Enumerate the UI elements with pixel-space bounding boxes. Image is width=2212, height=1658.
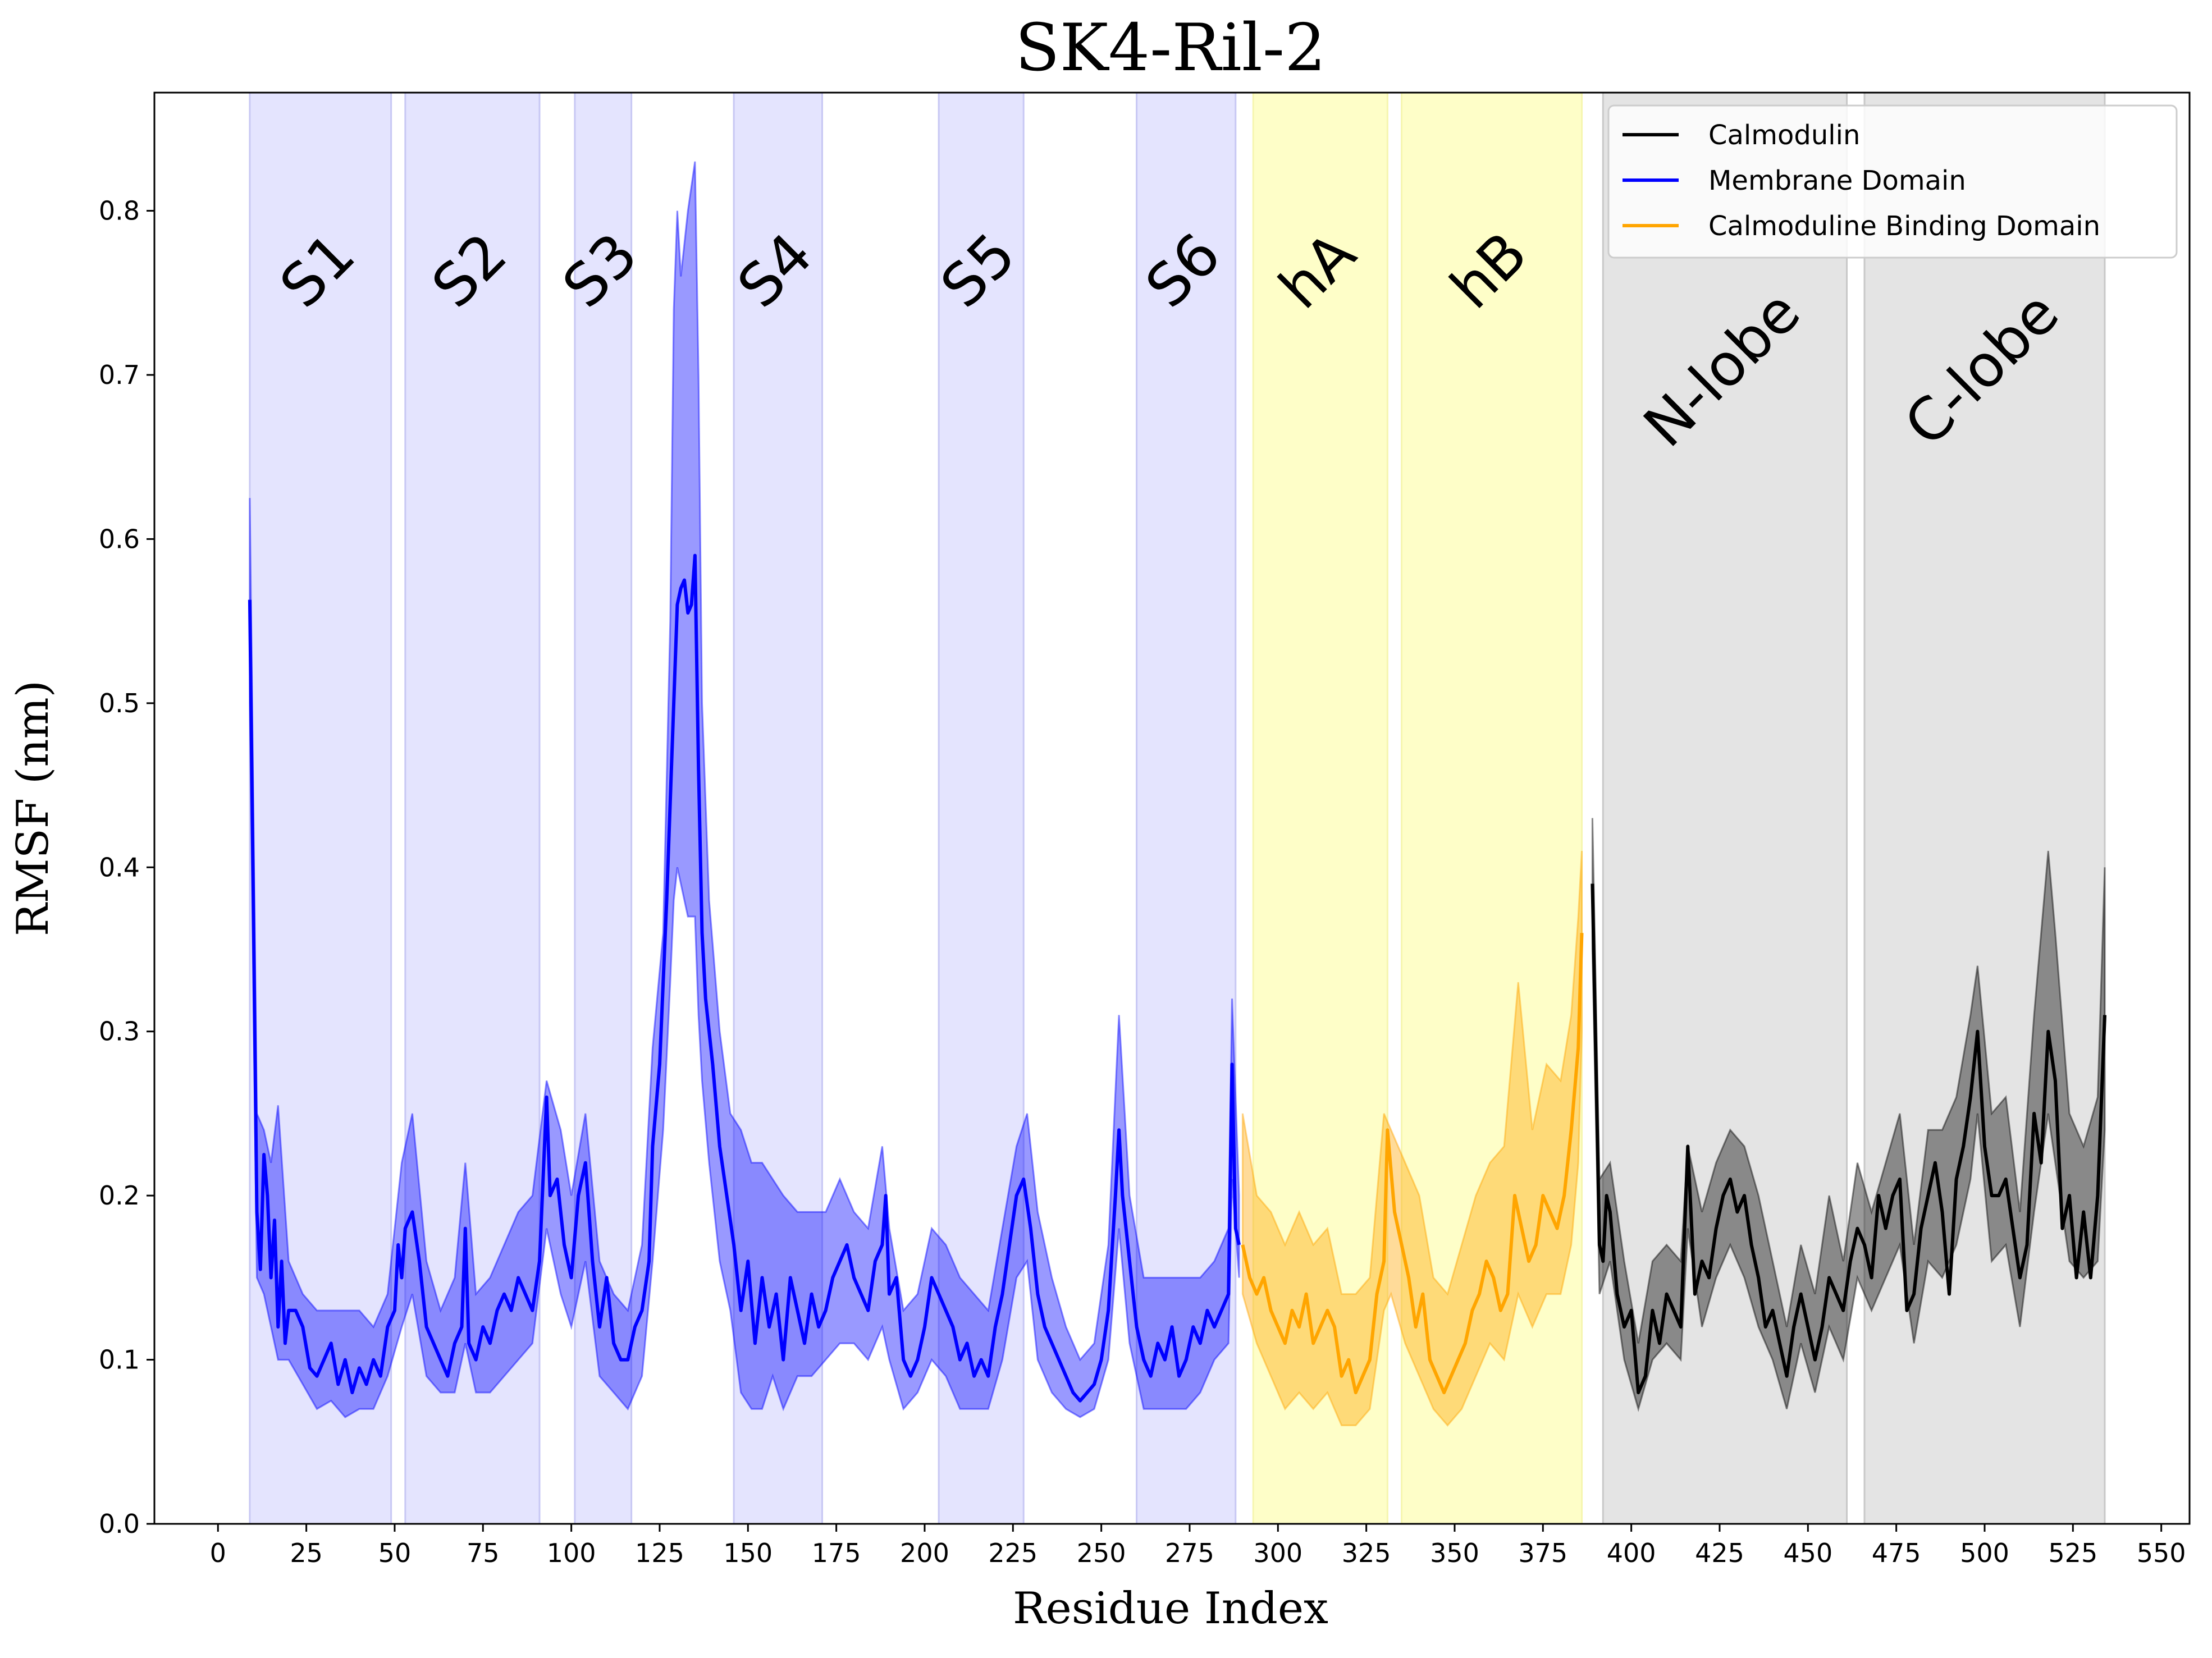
band-calmodulin	[1591, 818, 2106, 1412]
x-axis-ticks: 0 25 50 75 100 125 150 175 200 225 250 275 300 325 350…	[210, 1524, 2186, 1568]
line-calmodulin	[1591, 883, 2106, 1395]
x-tick-label: 125	[635, 1538, 684, 1568]
y-tick-label: 0.8	[99, 196, 140, 226]
legend-label-calmoduline-binding-domain: Calmoduline Binding Domain	[1708, 210, 2100, 242]
series-bands	[249, 161, 2106, 1427]
region-band-n-lobe	[1602, 91, 1848, 1525]
x-tick-label: 500	[1960, 1538, 2009, 1568]
y-axis-ticks: 0.0 0.1 0.2 0.3 0.4 0.5 0.6 0.7 0.8	[99, 196, 154, 1539]
y-tick-label: 0.2	[99, 1180, 140, 1211]
legend-label-membrane-domain: Membrane Domain	[1708, 165, 1966, 196]
x-tick-label: 325	[1342, 1538, 1391, 1568]
x-tick-label: 475	[1872, 1538, 1921, 1568]
series-lines	[248, 553, 2106, 1403]
band-membrane-domain	[249, 161, 1240, 1418]
line-calmoduline-binding-domain	[1241, 933, 1584, 1395]
x-tick-label: 350	[1430, 1538, 1479, 1568]
region-band-ha	[1252, 91, 1388, 1525]
legend-box	[1607, 104, 2178, 259]
x-tick-label: 400	[1607, 1538, 1656, 1568]
x-tick-label: 150	[723, 1538, 773, 1568]
band-calmoduline-binding-domain	[1241, 850, 1583, 1427]
region-band-hb	[1401, 91, 1583, 1525]
y-tick-label: 0.0	[99, 1509, 140, 1539]
x-tick-label: 300	[1253, 1538, 1302, 1568]
line-membrane-domain	[248, 553, 1241, 1403]
x-tick-label: 275	[1165, 1538, 1214, 1568]
x-tick-label: 225	[988, 1538, 1038, 1568]
x-tick-label: 175	[812, 1538, 861, 1568]
x-axis-label: Residue Index	[1013, 1583, 1328, 1634]
x-tick-label: 0	[210, 1538, 226, 1568]
y-tick-label: 0.1	[99, 1345, 140, 1375]
x-tick-label: 200	[900, 1538, 949, 1568]
plot-frame	[153, 91, 2191, 1525]
x-tick-label: 25	[290, 1538, 323, 1568]
legend-label-calmodulin: Calmodulin	[1708, 120, 1860, 151]
x-tick-label: 75	[467, 1538, 500, 1568]
chart-title: SK4-Ril-2	[1015, 10, 1326, 86]
x-tick-label: 50	[378, 1538, 412, 1568]
x-tick-label: 375	[1518, 1538, 1567, 1568]
x-tick-label: 425	[1695, 1538, 1744, 1568]
y-tick-label: 0.6	[99, 524, 140, 554]
region-band-c-lobe	[1863, 91, 2106, 1525]
region-band-s3	[574, 91, 633, 1525]
y-tick-label: 0.3	[99, 1016, 140, 1047]
legend: Calmodulin Membrane Domain Calmoduline Bin…	[1607, 104, 2178, 259]
y-tick-label: 0.5	[99, 688, 140, 718]
x-tick-label: 250	[1077, 1538, 1126, 1568]
region-band-s1	[249, 91, 392, 1525]
y-tick-label: 0.4	[99, 852, 140, 882]
x-tick-label: 450	[1783, 1538, 1832, 1568]
x-tick-label: 100	[547, 1538, 596, 1568]
y-axis-label: RMSF (nm)	[8, 680, 58, 936]
y-tick-label: 0.7	[99, 360, 140, 390]
x-tick-label: 525	[2048, 1538, 2097, 1568]
x-tick-label: 550	[2137, 1538, 2186, 1568]
